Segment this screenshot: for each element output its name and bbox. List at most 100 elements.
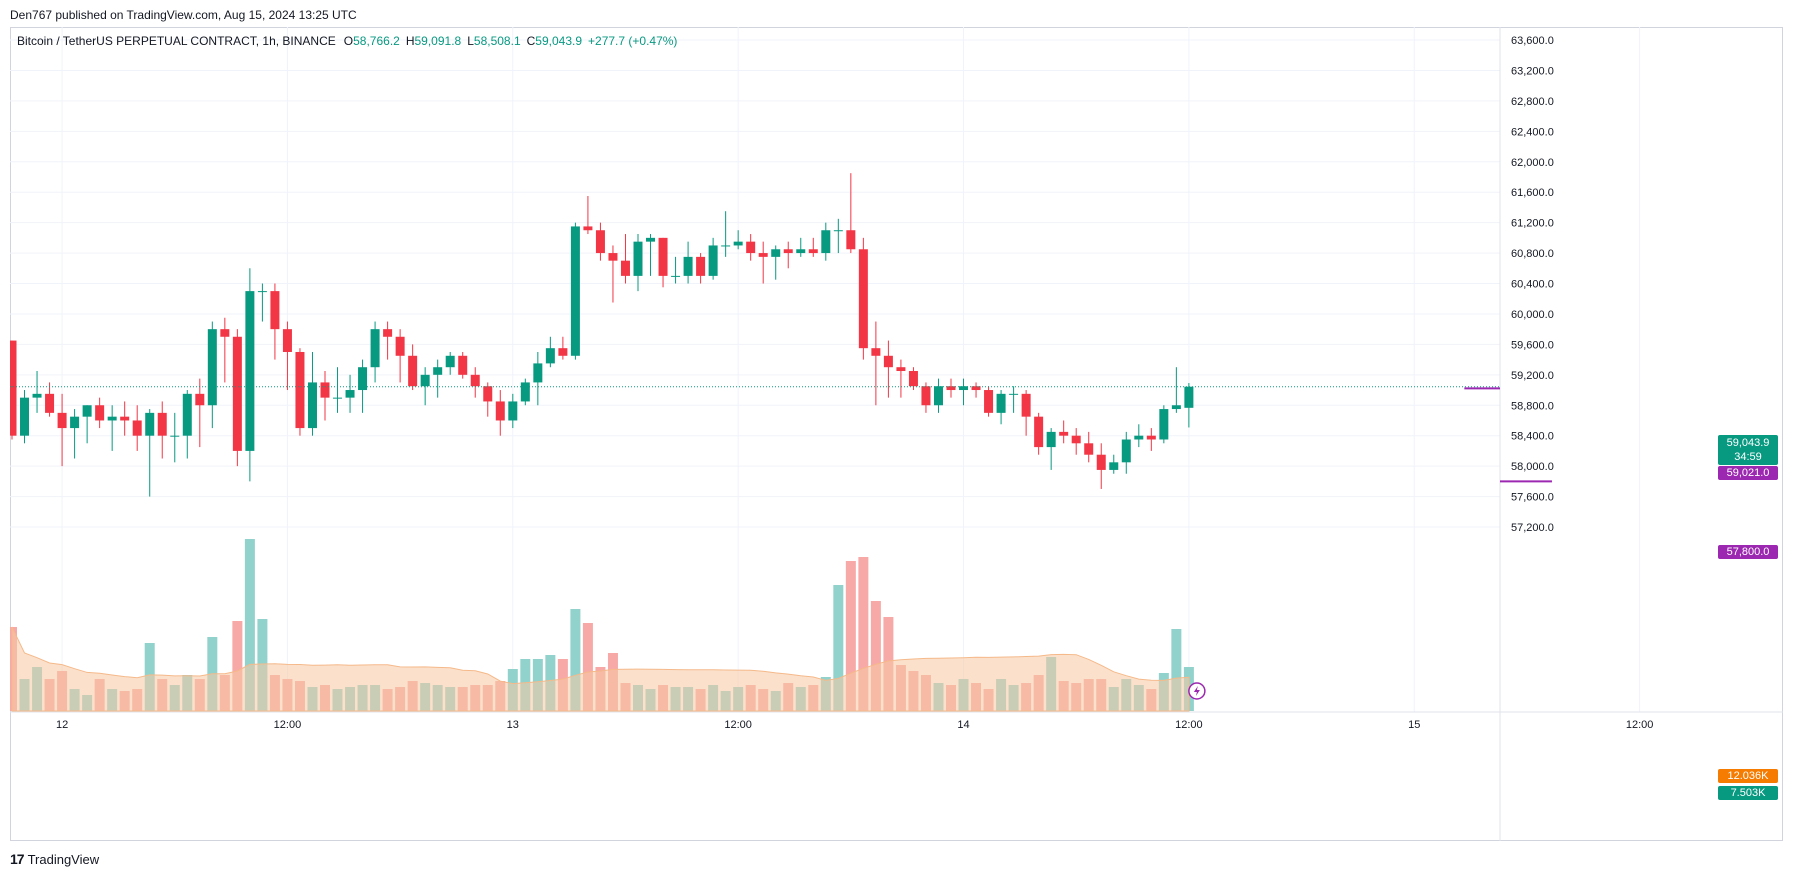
candle-body [1109,462,1119,470]
candle-body [984,390,994,413]
y-tick-label: 59,200.0 [1511,370,1554,382]
y-tick-label: 58,000.0 [1511,461,1554,473]
y-tick-label: 58,800.0 [1511,400,1554,412]
publish-caption: Den767 published on TradingView.com, Aug… [10,8,357,22]
y-tick-label: 62,800.0 [1511,96,1554,108]
candle-body [708,245,718,276]
candle-body [1009,393,1019,395]
volume-bar [858,557,869,711]
candle-body [595,230,605,254]
close-label: C [526,34,536,48]
volume-bar [570,609,581,711]
candle-body [1171,405,1181,410]
y-tick-label: 63,600.0 [1511,35,1554,47]
low-label: L [467,34,474,48]
candle-body [433,367,443,375]
x-tick-label: 12:00 [1626,719,1654,731]
candle-body [858,249,868,349]
symbol-legend: Bitcoin / TetherUS PERPETUAL CONTRACT, 1… [17,34,677,48]
x-tick-label: 13 [507,719,519,731]
candle-body [370,329,380,368]
candle-body [1059,431,1069,436]
candle-body [933,386,943,406]
candle-body [646,237,656,242]
candle-body [896,367,906,372]
candle-body [1021,393,1031,417]
candle-body [846,230,856,250]
candle-body [10,340,17,436]
tradingview-brand[interactable]: 17 TradingView [10,851,99,867]
symbol-name[interactable]: Bitcoin / TetherUS PERPETUAL CONTRACT, 1… [17,34,336,48]
candle-body [220,329,230,337]
x-tick-label: 12:00 [274,719,302,731]
volume-bar [833,585,844,711]
volume-bar [845,561,856,711]
volume-bar [244,539,255,711]
y-tick-label: 57,200.0 [1511,522,1554,534]
candle-body [508,401,518,421]
candle-body [470,374,480,387]
candle-body [545,348,555,364]
candle-body [295,351,305,429]
x-tick-label: 12:00 [1175,719,1203,731]
high-label: H [405,34,415,48]
candle-body [120,416,130,421]
candle-body [145,412,155,436]
candle-body [583,226,593,231]
candlestick-chart[interactable]: 57,200.0 57,600.0 58,000.0 58,400.0 58,800.0… [10,27,1783,841]
y-tick-label: 63,200.0 [1511,65,1554,77]
volume-bar [232,621,243,711]
volume-ma-label: 12.036K [1718,769,1778,783]
candle-body [758,253,768,257]
brand-name: TradingView [27,851,100,867]
candle-body [971,386,981,391]
volume-bar [582,623,593,711]
candle-body [257,291,267,293]
open-label: O [343,34,354,48]
candle-body [333,397,343,399]
candle-body [207,329,217,406]
y-tick-label: 57,600.0 [1511,492,1554,504]
candle-body [996,393,1006,413]
y-tick-label: 62,400.0 [1511,126,1554,138]
candle-body [395,336,405,356]
candle-body [533,363,543,383]
candle-body [95,405,105,421]
candle-body [345,390,355,398]
open-value: 58,766.2 [353,34,400,48]
candle-body [307,382,317,429]
y-tick-label: 59,600.0 [1511,339,1554,351]
candle-body [1184,386,1194,408]
candle-body [245,291,255,451]
candle-body [107,416,117,421]
candle-body [408,355,418,387]
candle-body [1096,454,1106,470]
candle-body [483,386,493,402]
candle-body [921,386,931,406]
candle-body [671,275,681,277]
candle-body [20,397,30,436]
candle-body [721,245,731,247]
y-tick-label: 62,000.0 [1511,157,1554,169]
candle-body [520,382,530,402]
candle-body [908,371,918,387]
tradingview-logo-icon: 17 [10,851,25,867]
candle-body [1046,431,1056,448]
candle-body [959,386,969,391]
candle-body [320,382,330,398]
candle-body [558,348,568,356]
candle-body [883,355,893,368]
candle-body [808,249,818,254]
candle-body [32,393,42,398]
candle-body [1084,443,1094,455]
candle-body [182,393,192,436]
candle-body [383,329,393,337]
volume-label: 7.503K [1718,786,1778,800]
candle-body [620,260,630,276]
candle-body [420,374,430,387]
y-tick-label: 60,000.0 [1511,309,1554,321]
candle-body [833,230,843,232]
candle-body [458,355,468,375]
candle-body [746,241,756,254]
candle-body [195,393,205,406]
